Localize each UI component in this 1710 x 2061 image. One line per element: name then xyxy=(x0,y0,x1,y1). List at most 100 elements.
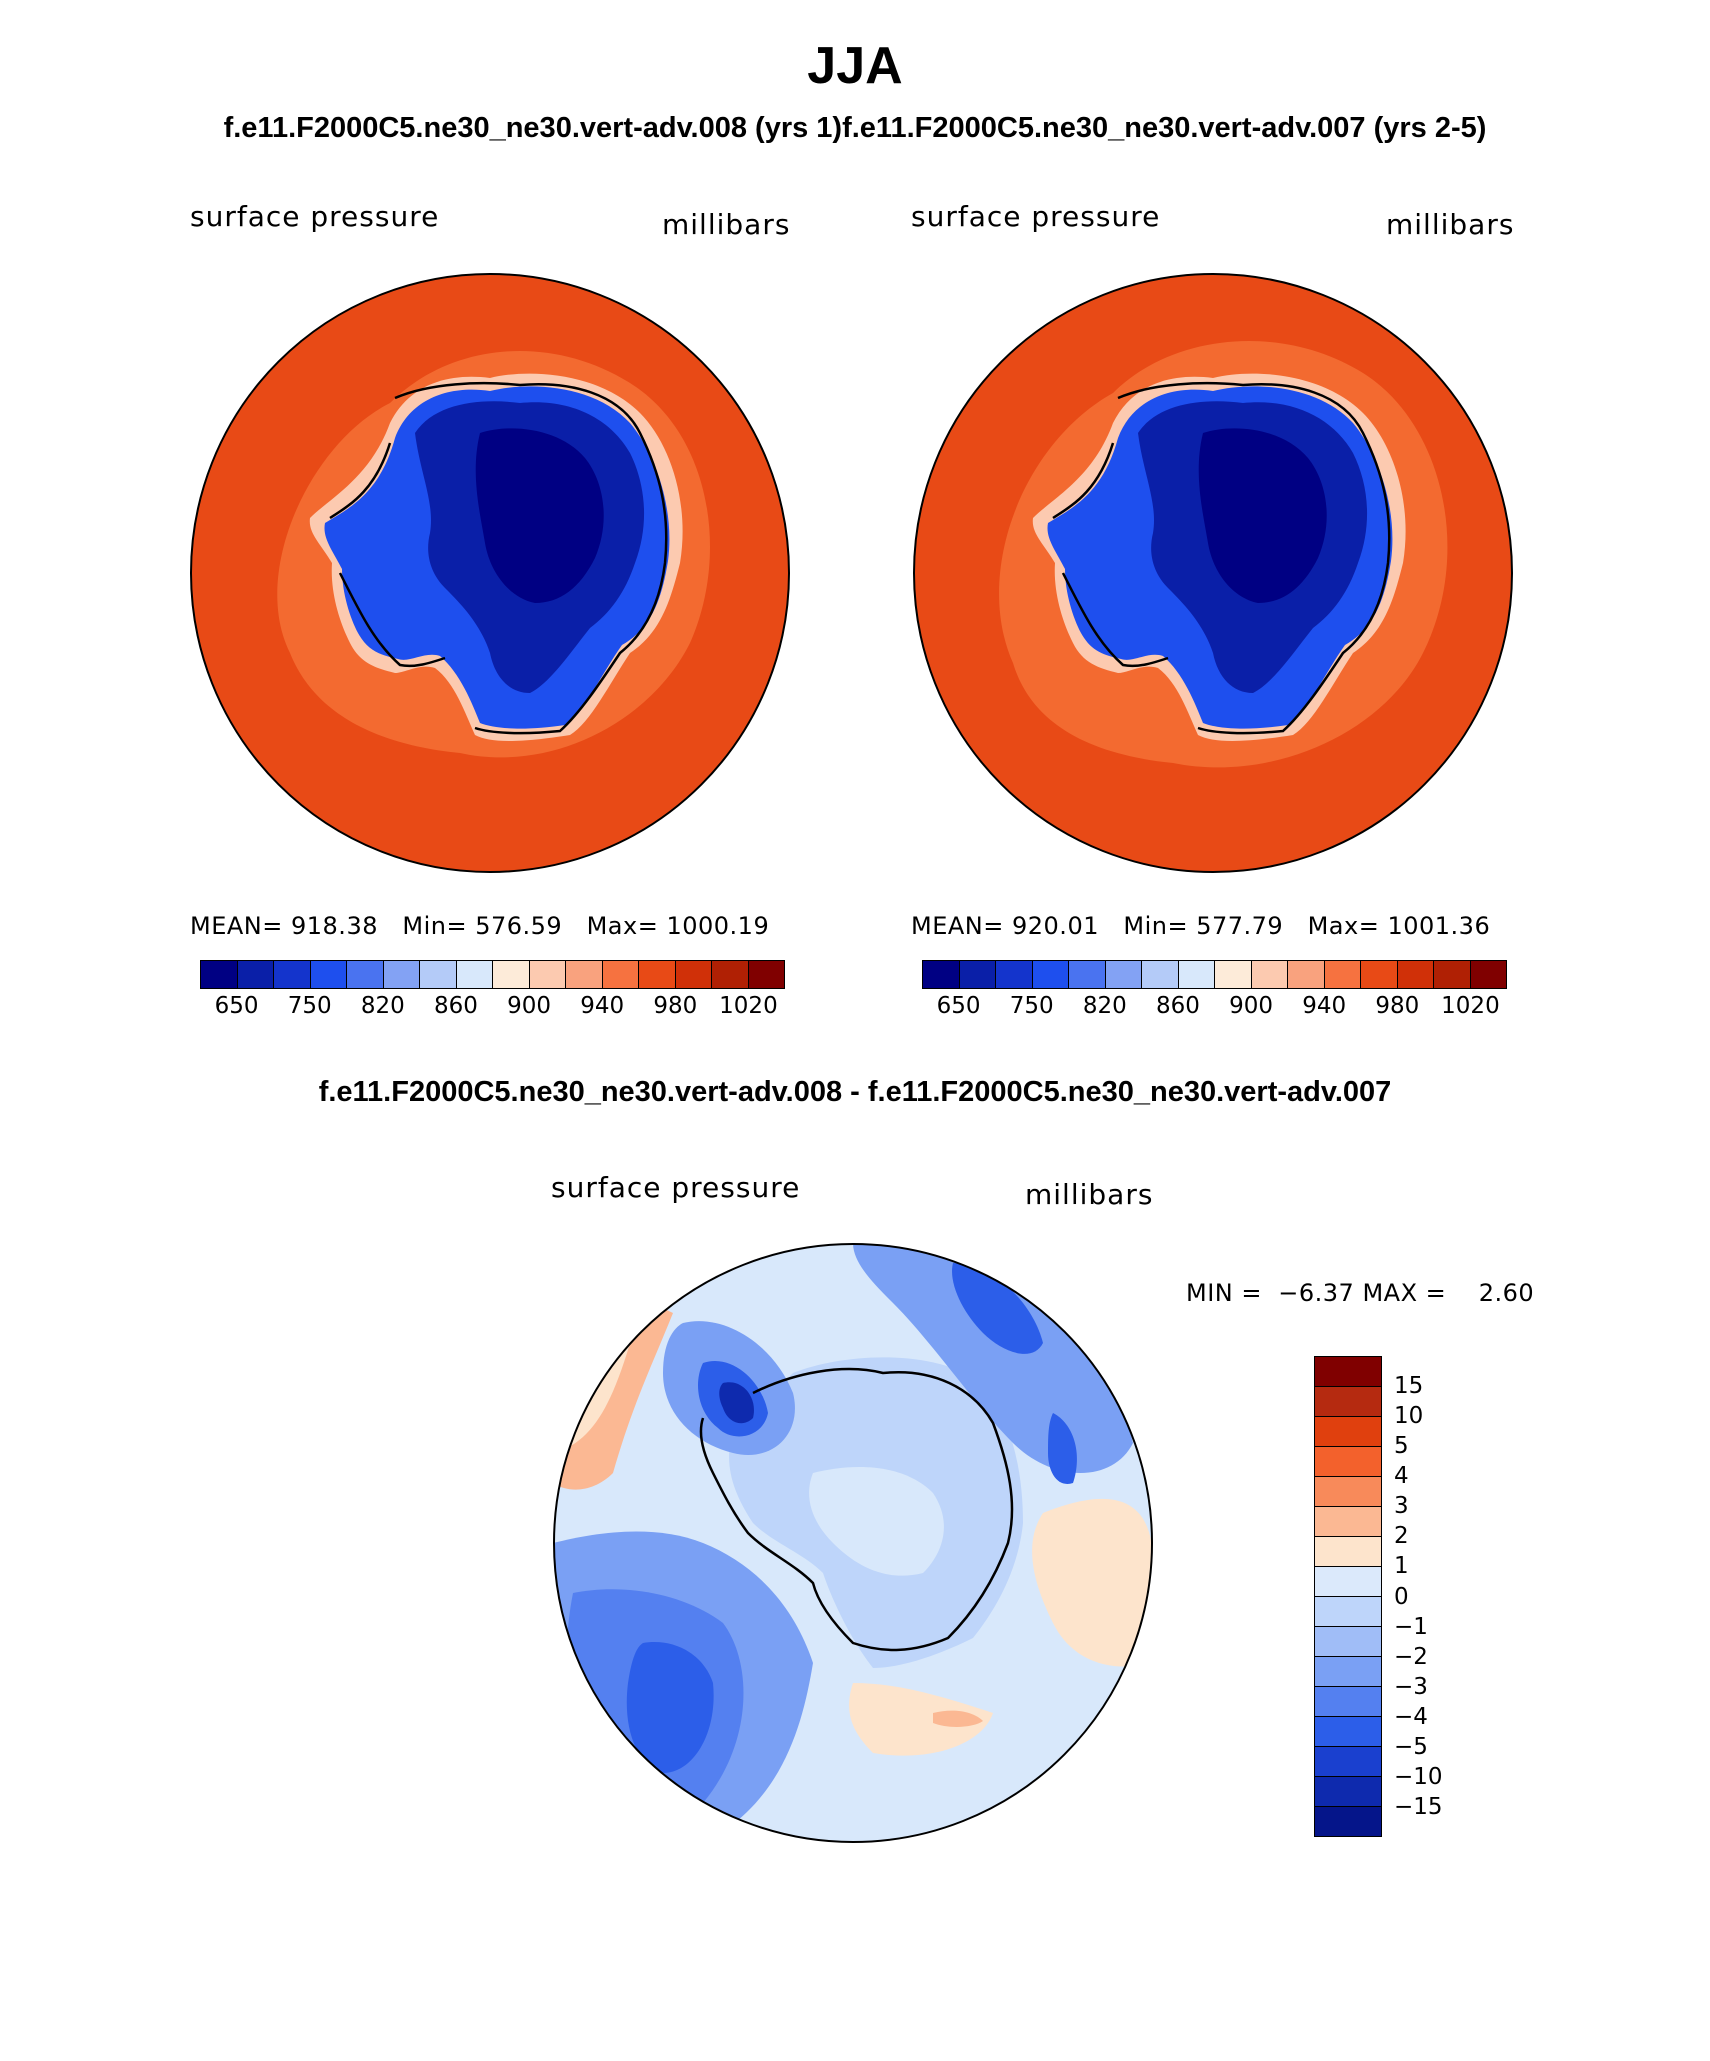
panel1-variable-label: surface pressure xyxy=(190,200,440,233)
difference-max-value: 2.60 xyxy=(1478,1279,1535,1307)
difference-colorbar-tick-label: 2 xyxy=(1394,1523,1409,1550)
panel2-colorbar-swatch xyxy=(1068,961,1105,988)
difference-colorbar-swatch xyxy=(1315,1476,1381,1506)
panel1-colorbar-swatch xyxy=(236,961,273,988)
panel1-colorbar-swatch xyxy=(492,961,529,988)
panel1-coastline xyxy=(329,381,668,735)
difference-northeast-inner xyxy=(952,1263,1043,1354)
panel1-colorbar-swatch xyxy=(747,961,784,988)
panel2-colorbar-swatch xyxy=(1177,961,1214,988)
difference-colorbar-tick-label: −2 xyxy=(1394,1643,1428,1670)
difference-colorbar-swatch xyxy=(1315,1566,1381,1596)
panel2-max-label: Max= xyxy=(1307,912,1380,940)
difference-colorbar-swatch xyxy=(1315,1416,1381,1446)
panel1-colorbar-swatch xyxy=(346,961,383,988)
difference-warm-east xyxy=(1032,1499,1152,1667)
panel2-colorbar-swatch xyxy=(1287,961,1324,988)
panel1-min-value: 576.59 xyxy=(475,912,563,940)
panel1-colorbar-swatch xyxy=(638,961,675,988)
panel2-colorbar-swatch xyxy=(958,961,995,988)
panel2-colorbar-swatch xyxy=(1396,961,1433,988)
panel2-colorbar-swatch xyxy=(1469,961,1506,988)
panel1-map xyxy=(190,273,790,873)
panel2-colorbar-swatch xyxy=(1141,961,1178,988)
panel2-coastline xyxy=(1052,381,1391,735)
panel2-colorbar-swatch xyxy=(1433,961,1470,988)
panel2-colorbar-swatch xyxy=(1360,961,1397,988)
panel1-min-label: Min= xyxy=(402,912,468,940)
difference-units-label: millibars xyxy=(1025,1178,1154,1211)
difference-north-deep xyxy=(719,1382,754,1424)
panel2-variable-label: surface pressure xyxy=(911,200,1161,233)
panel1-colorbar-tick-label: 1020 xyxy=(719,993,778,1019)
difference-colorbar-tick-label: 10 xyxy=(1394,1403,1424,1430)
panel1-colorbar-swatch xyxy=(601,961,638,988)
panel2-colorbar xyxy=(922,960,1507,989)
difference-colorbar-tick-label: 1 xyxy=(1394,1553,1409,1580)
panel2-colorbar-tick-label: 860 xyxy=(1155,993,1200,1019)
panel1-colorbar-tick-label: 940 xyxy=(580,993,625,1019)
difference-min-value: −6.37 xyxy=(1278,1279,1355,1307)
panel1-colorbar-swatch xyxy=(455,961,492,988)
panel2-colorbar-tick-label: 1020 xyxy=(1441,993,1500,1019)
difference-colorbar-swatch xyxy=(1315,1596,1381,1626)
panel1-max-label: Max= xyxy=(586,912,659,940)
panel1-max-value: 1000.19 xyxy=(666,912,770,940)
panel2-colorbar-swatch xyxy=(923,961,959,988)
panel1-colorbar-swatch xyxy=(528,961,565,988)
panel2-colorbar-tick-label: 750 xyxy=(1009,993,1054,1019)
panel2-max-value: 1001.36 xyxy=(1387,912,1491,940)
difference-colorbar-tick-label: 4 xyxy=(1394,1463,1409,1490)
panel1-colorbar-swatch xyxy=(565,961,602,988)
difference-colorbar-tick-label: −15 xyxy=(1394,1793,1443,1820)
panel1-colorbar-swatch xyxy=(201,961,237,988)
difference-colorbar-swatch xyxy=(1315,1746,1381,1776)
panel2-colorbar-swatch xyxy=(995,961,1032,988)
difference-colorbar-tick-label: 3 xyxy=(1394,1493,1409,1520)
difference-colorbar-tick-label: −5 xyxy=(1394,1733,1428,1760)
difference-colorbar-swatch xyxy=(1315,1506,1381,1536)
panel2-colorbar-tick-label: 940 xyxy=(1302,993,1347,1019)
panel2-colorbar-tick-label: 650 xyxy=(936,993,981,1019)
panel1-colorbar-tick-label: 820 xyxy=(360,993,405,1019)
difference-colorbar-tick-label: −4 xyxy=(1394,1703,1428,1730)
difference-colorbar-swatch xyxy=(1315,1446,1381,1476)
panel2-colorbar-swatch xyxy=(1250,961,1287,988)
panel1-colorbar-swatch xyxy=(382,961,419,988)
difference-coastline xyxy=(699,1367,1014,1652)
difference-colorbar xyxy=(1314,1356,1382,1837)
difference-colorbar-swatch xyxy=(1315,1386,1381,1416)
panel2-colorbar-swatch xyxy=(1214,961,1251,988)
difference-title: f.e11.F2000C5.ne30_ne30.vert-adv.008 - f… xyxy=(318,1076,1392,1108)
panel2-min-label: Min= xyxy=(1123,912,1189,940)
difference-colorbar-swatch xyxy=(1315,1776,1381,1806)
difference-map xyxy=(553,1243,1153,1843)
difference-variable-label: surface pressure xyxy=(551,1171,801,1204)
panel1-colorbar-tick-label: 980 xyxy=(653,993,698,1019)
panel1-colorbar-swatch xyxy=(419,961,456,988)
panel1-antarctica-core xyxy=(475,428,604,603)
difference-colorbar-tick-label: −10 xyxy=(1394,1763,1443,1790)
difference-colorbar-swatch xyxy=(1315,1656,1381,1686)
difference-west-deep xyxy=(626,1642,714,1773)
difference-colorbar-swatch xyxy=(1315,1806,1381,1836)
panel2-min-value: 577.79 xyxy=(1196,912,1284,940)
panel1-colorbar-swatch xyxy=(674,961,711,988)
panel2-stats: MEAN= 920.01 Min= 577.79 Max= 1001.36 xyxy=(911,912,1490,940)
panel2-colorbar-tick-label: 980 xyxy=(1375,993,1420,1019)
panel2-colorbar-swatch xyxy=(1104,961,1141,988)
difference-colorbar-swatch xyxy=(1315,1626,1381,1656)
panel2-mean-label: MEAN= xyxy=(911,912,1004,940)
difference-colorbar-tick-label: 5 xyxy=(1394,1433,1409,1460)
panel1-units-label: millibars xyxy=(662,208,791,241)
panel1-mean-label: MEAN= xyxy=(190,912,283,940)
panel2-colorbar-swatch xyxy=(1031,961,1068,988)
difference-warm-southeast xyxy=(849,1683,993,1756)
panel1-colorbar-tick-label: 860 xyxy=(433,993,478,1019)
panel1-colorbar-tick-label: 900 xyxy=(507,993,552,1019)
difference-warm-core xyxy=(933,1710,983,1727)
difference-stats: MIN = −6.37 MAX = 2.60 xyxy=(1186,1279,1534,1307)
difference-max-label: MAX = xyxy=(1362,1279,1447,1307)
difference-continent-light xyxy=(809,1467,944,1576)
difference-colorbar-swatch xyxy=(1315,1357,1381,1386)
